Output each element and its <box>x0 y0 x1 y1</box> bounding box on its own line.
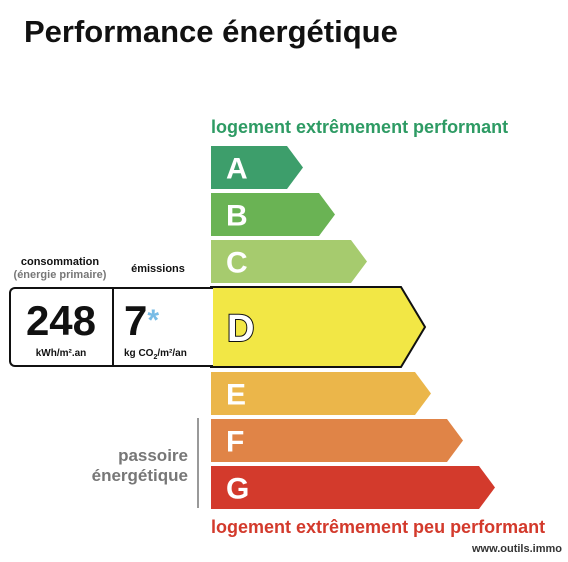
energy-class-letter-f: F <box>226 426 244 459</box>
energy-class-bar-b <box>211 193 335 236</box>
energy-class-letter-a: A <box>226 153 248 186</box>
passoire-label: passoire énergétique <box>70 446 188 486</box>
consumption-unit: kWh/m².an <box>35 348 87 359</box>
energy-class-bar-a <box>211 146 303 189</box>
emissions-value: 7 <box>124 297 148 344</box>
energy-class-bar-f <box>211 419 463 462</box>
website-link[interactable]: www.outils.immo <box>471 543 562 555</box>
consumption-heading-line1: consommation <box>20 256 100 268</box>
emissions-unit-suffix: /m²/an <box>157 348 187 359</box>
value-box-divider <box>112 289 114 367</box>
passoire-label-line2: énergétique <box>91 466 188 485</box>
value-box <box>9 287 213 367</box>
energy-class-bar-c <box>211 240 367 283</box>
emissions-unit-prefix: kg CO <box>124 348 154 359</box>
emissions-unit: kg CO2/m²/an <box>124 348 210 361</box>
energy-class-letter-d: D <box>227 308 254 350</box>
page-title: Performance énergétique <box>24 14 398 49</box>
asterisk-icon: * <box>147 304 160 337</box>
consumption-heading: consommation (énergie primaire) <box>10 256 110 282</box>
consumption-heading-line2: (énergie primaire) <box>13 269 107 281</box>
top-caption: logement extrêmement performant <box>211 117 509 137</box>
bottom-caption: logement extrêmement peu performant <box>211 517 546 537</box>
energy-class-letter-e: E <box>226 379 246 412</box>
emissions-unit-sub: 2 <box>153 354 158 361</box>
passoire-label-line1: passoire <box>118 446 188 465</box>
consumption-value: 248 <box>25 297 97 344</box>
passoire-bracket <box>197 418 199 508</box>
energy-class-letter-g: G <box>226 473 249 506</box>
energy-class-bar-e <box>211 372 431 415</box>
emissions-heading: émissions <box>131 263 185 275</box>
energy-class-letter-c: C <box>226 247 248 280</box>
energy-class-letter-b: B <box>226 200 248 233</box>
emissions-value-group: 7* <box>124 297 159 355</box>
energy-class-bar-g <box>211 466 495 509</box>
